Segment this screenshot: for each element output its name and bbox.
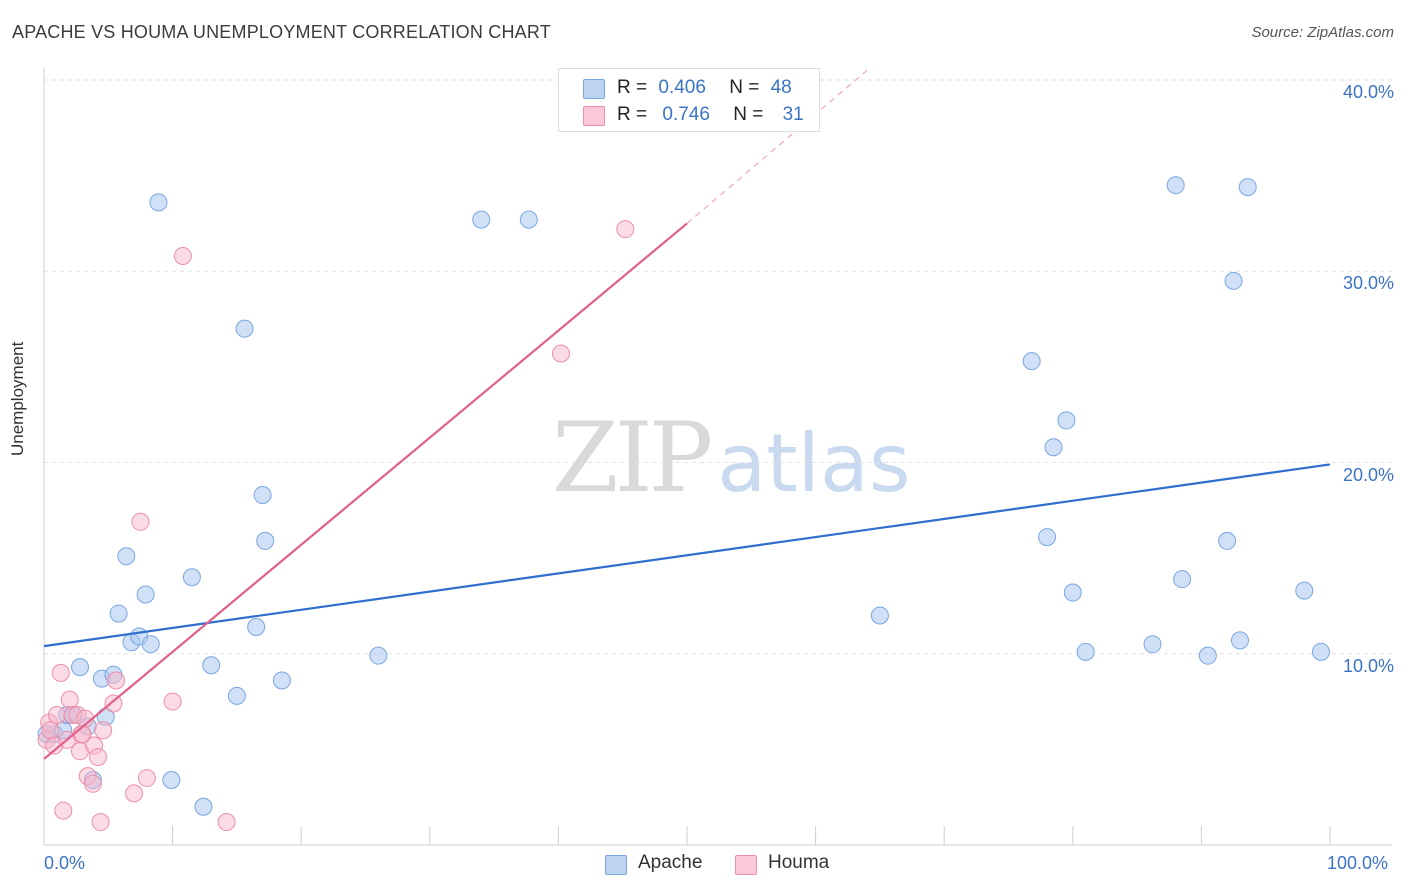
watermark-zip: ZIP [552,402,713,514]
y-tick-label-10: 10.0% [1342,655,1394,676]
apache-point [1166,176,1185,195]
source-label: Source: ZipAtlas.com [1251,24,1394,41]
chart-title: APACHE VS HOUMA UNEMPLOYMENT CORRELATION… [12,22,551,42]
apache-point [149,193,168,212]
bottom-legend-apache: Apache [605,852,703,875]
apache-point [1311,642,1330,661]
legend-row-houma: R = 0.746 N = 31 [583,104,804,126]
apache-trend-line [43,463,1331,648]
houma-n-value: 31 [782,104,804,125]
houma-point [47,705,66,724]
houma-point [137,769,156,788]
stats-legend: R = 0.406 N = 48 R = 0.746 N = 31 [558,68,820,132]
apache-point [136,585,155,604]
y-axis-label: Unemployment [8,341,27,456]
apache-point [141,635,160,654]
apache-point [519,210,538,229]
apache-point [194,797,213,816]
houma-point [60,690,79,709]
houma-r-label: R = [617,104,648,125]
houma-trend-line [43,222,688,760]
legend-row-apache: R = 0.406 N = 48 [583,77,792,99]
houma-swatch [583,106,605,126]
apache-point [71,658,90,677]
apache-swatch [583,79,605,99]
apache-point [162,770,181,789]
apache-point [235,319,254,338]
houma-point [107,671,126,690]
apache-n-value: 48 [770,77,792,98]
apache-point [182,568,201,587]
apache-point [1198,646,1217,665]
houma-point [217,813,236,832]
apache-point [1173,570,1192,589]
apache-point [1038,528,1057,547]
bottom-houma-label: Houma [768,852,830,873]
apache-point [253,486,272,505]
houma-point [551,344,570,363]
houma-n-label: N = [733,104,764,125]
houma-point [104,694,123,713]
apache-point [472,210,491,229]
houma-point [616,220,635,239]
apache-point [272,671,291,690]
houma-point [125,784,144,803]
bottom-apache-swatch [605,855,627,875]
apache-point [369,646,388,665]
houma-point [89,748,108,767]
watermark: ZIP atlas [552,402,911,514]
apache-point [1224,271,1243,290]
houma-point [51,663,70,682]
apache-point [202,656,221,675]
x-tick-label-min: 0.0% [44,853,86,873]
apache-point [117,547,136,566]
apache-r-value: 0.406 [658,77,706,98]
apache-point [1044,438,1063,457]
bottom-houma-swatch [735,855,757,875]
apache-point [247,617,266,636]
houma-point [83,774,102,793]
y-tick-label-40: 40.0% [1342,82,1394,102]
apache-point [1295,581,1314,600]
apache-point [256,531,275,550]
houma-point [94,721,113,740]
houma-point [54,801,73,820]
houma-point [173,246,192,265]
apache-point [870,606,889,625]
apache-n-label: N = [729,77,760,98]
apache-point [1076,642,1095,661]
y-tick-label-20: 20.0% [1342,464,1394,485]
apache-point [1022,352,1041,371]
apache-point [109,604,128,623]
apache-point [1063,583,1082,602]
houma-point [41,721,60,740]
apache-point [1218,531,1237,550]
apache-point [1057,411,1076,430]
y-tick-label-30: 30.0% [1342,273,1394,294]
houma-r-value: 0.746 [662,104,710,125]
houma-point [91,813,110,832]
houma-point [131,512,150,531]
apache-point [227,686,246,705]
apache-r-label: R = [617,77,648,98]
houma-point [163,692,182,711]
bottom-apache-label: Apache [638,852,703,873]
x-tick-label-max: 100.0% [1327,853,1389,873]
apache-point [1238,178,1257,197]
watermark-atlas: atlas [717,417,911,510]
apache-point [1230,631,1249,650]
bottom-legend-houma: Houma [735,852,830,875]
apache-point [1143,635,1162,654]
